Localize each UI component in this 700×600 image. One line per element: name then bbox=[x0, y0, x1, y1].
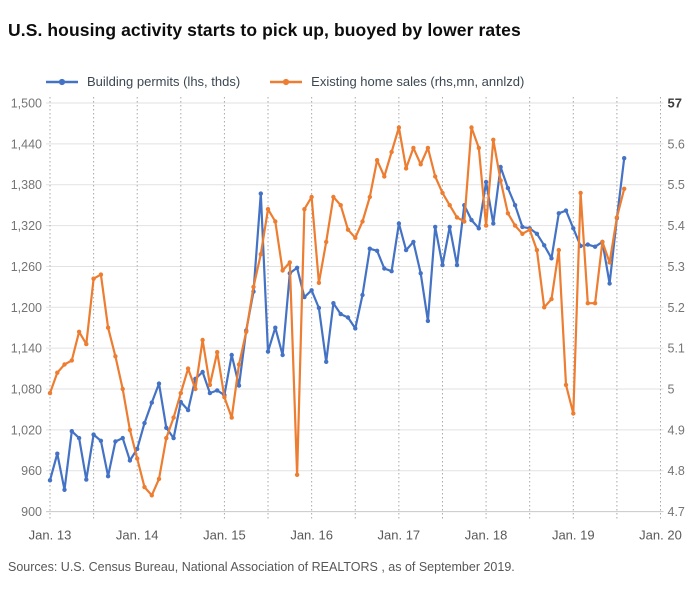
svg-text:1,500: 1,500 bbox=[11, 97, 42, 111]
svg-text:1,260: 1,260 bbox=[11, 260, 42, 274]
svg-text:5.6: 5.6 bbox=[668, 137, 685, 151]
svg-text:1,020: 1,020 bbox=[11, 423, 42, 437]
svg-text:4.8: 4.8 bbox=[668, 464, 685, 478]
svg-text:1,320: 1,320 bbox=[11, 219, 42, 233]
svg-text:Jan. 20: Jan. 20 bbox=[639, 528, 682, 543]
svg-text:5.1: 5.1 bbox=[668, 342, 685, 356]
legend-label: Building permits (lhs, thds) bbox=[87, 74, 241, 89]
svg-text:1,380: 1,380 bbox=[11, 178, 42, 192]
source-note: Sources: U.S. Census Bureau, National As… bbox=[8, 560, 515, 574]
svg-text:1,140: 1,140 bbox=[11, 342, 42, 356]
legend-item-building-permits: Building permits (lhs, thds) bbox=[46, 74, 240, 89]
svg-text:1,080: 1,080 bbox=[11, 383, 42, 397]
line-dot-marker-icon bbox=[46, 78, 78, 85]
svg-text:Jan. 18: Jan. 18 bbox=[465, 528, 508, 543]
svg-text:1,440: 1,440 bbox=[11, 137, 42, 151]
legend-item-existing-home-sales: Existing home sales (rhs,mn, annlzd) bbox=[270, 74, 524, 89]
svg-text:Jan. 19: Jan. 19 bbox=[552, 528, 595, 543]
legend-label: Existing home sales (rhs,mn, annlzd) bbox=[311, 74, 525, 89]
svg-text:5: 5 bbox=[668, 383, 675, 397]
svg-text:Jan. 14: Jan. 14 bbox=[116, 528, 159, 543]
svg-text:Jan. 16: Jan. 16 bbox=[290, 528, 333, 543]
svg-text:5.5: 5.5 bbox=[668, 178, 685, 192]
svg-text:4.7: 4.7 bbox=[668, 505, 685, 519]
svg-text:5.2: 5.2 bbox=[668, 301, 685, 315]
svg-text:57: 57 bbox=[668, 96, 682, 111]
chart-legend: Building permits (lhs, thds) Existing ho… bbox=[46, 74, 524, 89]
svg-text:Jan. 15: Jan. 15 bbox=[203, 528, 246, 543]
svg-text:900: 900 bbox=[21, 505, 42, 519]
svg-text:960: 960 bbox=[21, 464, 42, 478]
svg-text:5.3: 5.3 bbox=[668, 260, 685, 274]
line-dot-marker-icon bbox=[270, 78, 303, 85]
svg-text:Jan. 13: Jan. 13 bbox=[29, 528, 72, 543]
svg-text:Jan. 17: Jan. 17 bbox=[378, 528, 421, 543]
page-title: U.S. housing activity starts to pick up,… bbox=[8, 20, 521, 40]
svg-text:4.9: 4.9 bbox=[668, 423, 685, 437]
svg-text:5.4: 5.4 bbox=[668, 219, 685, 233]
svg-text:1,200: 1,200 bbox=[11, 301, 42, 315]
